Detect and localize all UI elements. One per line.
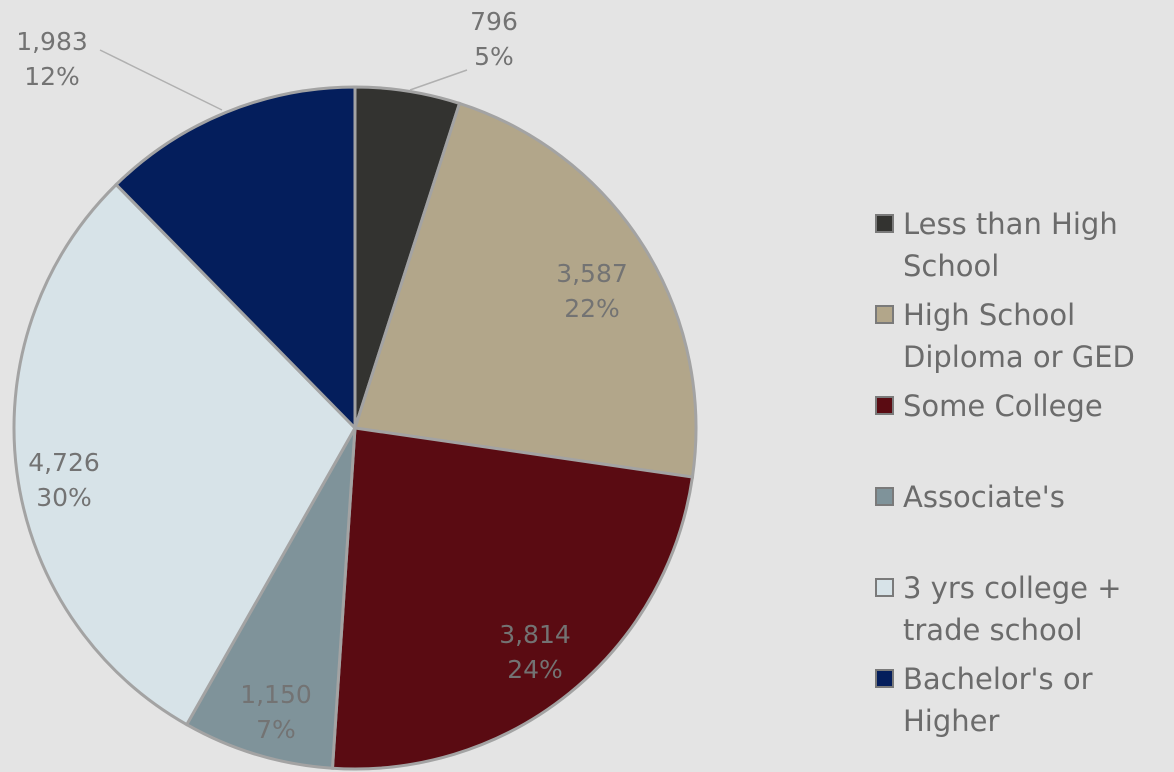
- percent-label: 30%: [36, 483, 92, 512]
- value-label: 796: [470, 7, 518, 36]
- legend-swatch: [875, 669, 894, 688]
- value-label: 4,726: [28, 448, 100, 477]
- legend-item: Some College: [873, 385, 1173, 427]
- legend-swatch: [875, 487, 894, 506]
- value-label: 1,150: [240, 680, 312, 709]
- value-label: 1,983: [16, 27, 88, 56]
- legend-swatch: [875, 396, 894, 415]
- pie-slice: [184, 427, 357, 770]
- legend-item: High School Diploma or GED: [873, 294, 1173, 378]
- legend-item: 3 yrs college + trade school: [873, 567, 1173, 651]
- legend-label: Some College: [903, 389, 1103, 423]
- legend-swatch: [875, 214, 894, 233]
- percent-label: 5%: [474, 42, 514, 71]
- legend-item: Associate's: [873, 476, 1173, 518]
- legend-label: Bachelor's or Higher: [903, 662, 1093, 738]
- pie-slice: [330, 426, 695, 771]
- leader-line: [409, 69, 468, 91]
- percent-label: 22%: [564, 294, 620, 323]
- legend-swatch: [875, 578, 894, 597]
- percent-label: 12%: [24, 62, 80, 91]
- legend-label: 3 yrs college + trade school: [903, 571, 1122, 647]
- pie-slice: [353, 101, 698, 479]
- value-label: 3,814: [499, 620, 571, 649]
- legend-label: Associate's: [903, 480, 1065, 514]
- legend-swatch: [875, 305, 894, 324]
- pie-slice: [114, 85, 357, 432]
- legend-item: Less than High School: [873, 203, 1173, 287]
- percent-label: 24%: [507, 655, 563, 684]
- legend-item: Bachelor's or Higher: [873, 658, 1173, 742]
- value-label: 3,587: [556, 259, 628, 288]
- legend-label: Less than High School: [903, 207, 1118, 283]
- legend-label: High School Diploma or GED: [903, 298, 1135, 374]
- percent-label: 7%: [256, 715, 296, 744]
- pie-slice: [12, 182, 357, 727]
- leader-line: [99, 49, 223, 111]
